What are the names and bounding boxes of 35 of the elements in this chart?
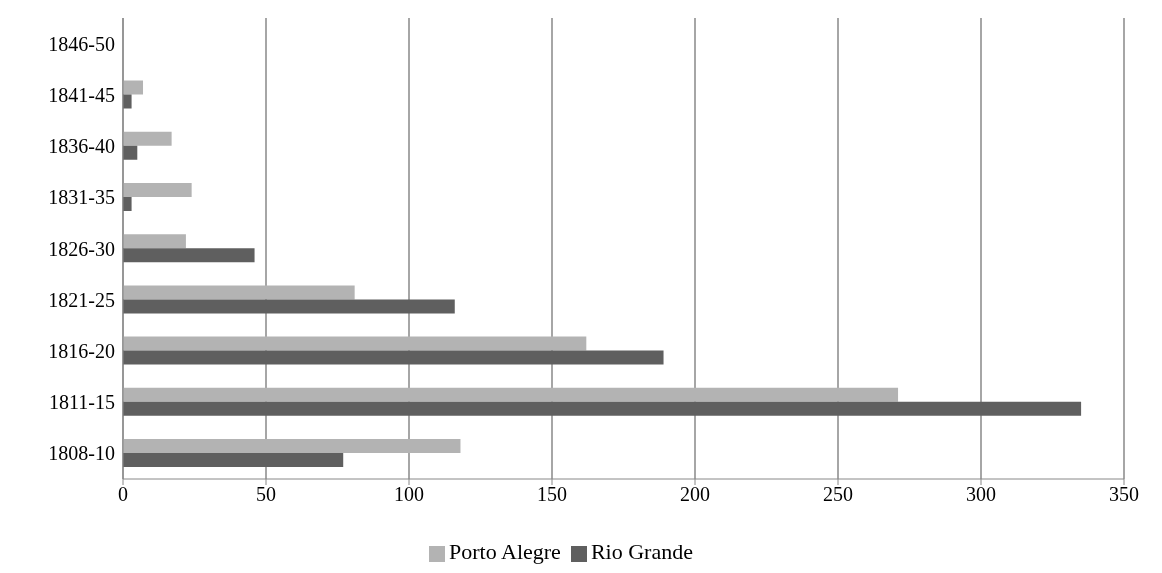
bar bbox=[123, 285, 355, 300]
bar bbox=[123, 80, 144, 95]
y-tick-label: 1811-15 bbox=[49, 391, 115, 414]
bar bbox=[123, 182, 192, 197]
bar bbox=[123, 439, 461, 454]
y-tick-label: 1808-10 bbox=[48, 442, 115, 465]
bar bbox=[123, 401, 1082, 416]
x-tick-label: 300 bbox=[966, 483, 996, 506]
bar bbox=[123, 94, 132, 109]
y-tick-label: 1826-30 bbox=[48, 237, 115, 260]
bar bbox=[123, 350, 664, 365]
y-tick-label: 1841-45 bbox=[48, 83, 115, 106]
legend-label: Porto Alegre bbox=[449, 539, 561, 564]
y-tick-label: 1816-20 bbox=[48, 340, 115, 363]
bar bbox=[123, 299, 455, 314]
x-tick-label: 350 bbox=[1109, 483, 1139, 506]
x-tick-label: 50 bbox=[256, 483, 276, 506]
x-tick-label: 150 bbox=[537, 483, 567, 506]
legend-label: Rio Grande bbox=[590, 539, 693, 564]
bar bbox=[123, 336, 587, 351]
bar bbox=[123, 196, 132, 211]
y-tick-label: 1846-50 bbox=[48, 32, 115, 55]
y-tick-label: 1836-40 bbox=[48, 135, 115, 158]
bar bbox=[123, 234, 186, 249]
x-tick-label: 200 bbox=[680, 483, 710, 506]
bar bbox=[123, 248, 255, 263]
bar bbox=[123, 145, 138, 160]
x-tick-label: 0 bbox=[118, 483, 128, 506]
y-tick-label: 1821-25 bbox=[48, 288, 115, 311]
x-tick-label: 100 bbox=[394, 483, 424, 506]
bar bbox=[123, 453, 344, 468]
y-tick-label: 1831-35 bbox=[48, 186, 115, 209]
bar bbox=[123, 387, 899, 402]
bar bbox=[123, 131, 172, 146]
x-tick-label: 250 bbox=[823, 483, 853, 506]
